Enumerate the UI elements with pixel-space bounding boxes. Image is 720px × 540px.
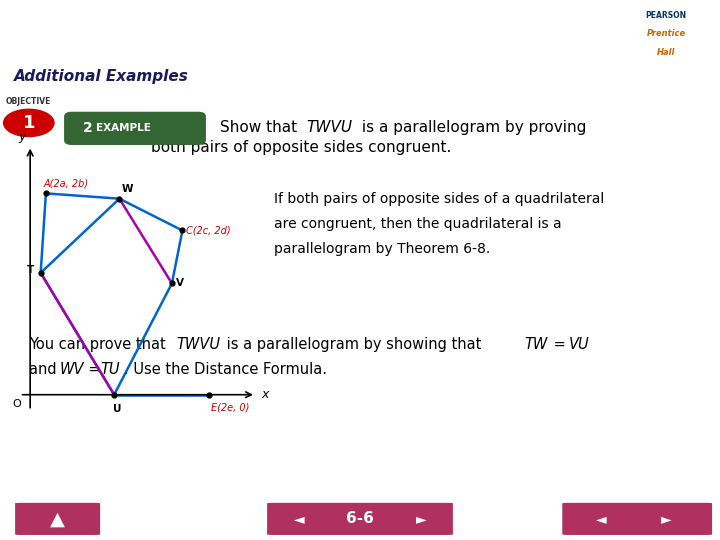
Text: ▲: ▲ [50, 509, 65, 528]
Text: Additional Examples: Additional Examples [14, 70, 189, 84]
Text: Prentice: Prentice [647, 29, 685, 38]
FancyBboxPatch shape [562, 502, 713, 536]
Text: U: U [112, 404, 121, 414]
Text: is a parallelogram by proving: is a parallelogram by proving [357, 120, 587, 135]
Text: y: y [19, 130, 26, 143]
Text: C(2c, 2d): C(2c, 2d) [186, 226, 230, 235]
Text: parallelogram by Theorem 6-8.: parallelogram by Theorem 6-8. [274, 242, 490, 256]
Text: ►: ► [416, 512, 426, 526]
Text: PEARSON: PEARSON [645, 11, 687, 20]
Text: PAGE: PAGE [628, 483, 654, 492]
Text: ◄: ◄ [596, 512, 606, 526]
Text: GEOMETRY LESSON 6-6: GEOMETRY LESSON 6-6 [14, 45, 142, 56]
Text: TU: TU [101, 362, 120, 377]
Text: W: W [122, 185, 133, 194]
Text: E(2e, 0): E(2e, 0) [211, 403, 250, 413]
Text: both pairs of opposite sides congruent.: both pairs of opposite sides congruent. [151, 139, 451, 154]
Text: V: V [176, 279, 184, 288]
Text: VU: VU [569, 337, 590, 352]
Text: O: O [12, 399, 21, 409]
Text: are congruent, then the quadrilateral is a: are congruent, then the quadrilateral is… [274, 217, 561, 231]
Text: You can prove that: You can prove that [29, 337, 170, 352]
Text: . Use the Distance Formula.: . Use the Distance Formula. [124, 362, 327, 377]
Text: =: = [84, 362, 105, 377]
Text: TWVU: TWVU [306, 120, 352, 135]
Text: T: T [27, 265, 35, 275]
Text: ◄: ◄ [294, 512, 304, 526]
Text: Hall: Hall [657, 48, 675, 57]
Text: 6-6: 6-6 [346, 511, 374, 526]
Text: =: = [549, 337, 570, 352]
Text: 2: 2 [83, 122, 93, 136]
Text: is a parallelogram by showing that: is a parallelogram by showing that [222, 337, 486, 352]
Text: and: and [29, 362, 61, 377]
Text: Placing Figures in the Coordinate Plane: Placing Figures in the Coordinate Plane [14, 8, 575, 32]
Text: EXAMPLE: EXAMPLE [96, 123, 151, 133]
Text: A(2a, 2b): A(2a, 2b) [43, 178, 89, 188]
Text: x: x [261, 388, 269, 401]
FancyBboxPatch shape [14, 502, 101, 536]
Text: TW: TW [524, 337, 547, 352]
FancyBboxPatch shape [266, 502, 454, 536]
FancyBboxPatch shape [65, 112, 205, 144]
Text: Show that: Show that [220, 120, 302, 135]
Text: If both pairs of opposite sides of a quadrilateral: If both pairs of opposite sides of a qua… [274, 192, 604, 206]
Text: LESSON: LESSON [340, 483, 380, 492]
Text: MAIN MENU: MAIN MENU [27, 483, 88, 492]
Text: OBJECTIVE: OBJECTIVE [6, 97, 52, 106]
Text: TWVU: TWVU [176, 337, 220, 352]
Text: 1: 1 [22, 114, 35, 132]
Text: WV: WV [60, 362, 84, 377]
FancyBboxPatch shape [623, 3, 709, 66]
Text: ►: ► [661, 512, 671, 526]
Circle shape [4, 109, 54, 137]
